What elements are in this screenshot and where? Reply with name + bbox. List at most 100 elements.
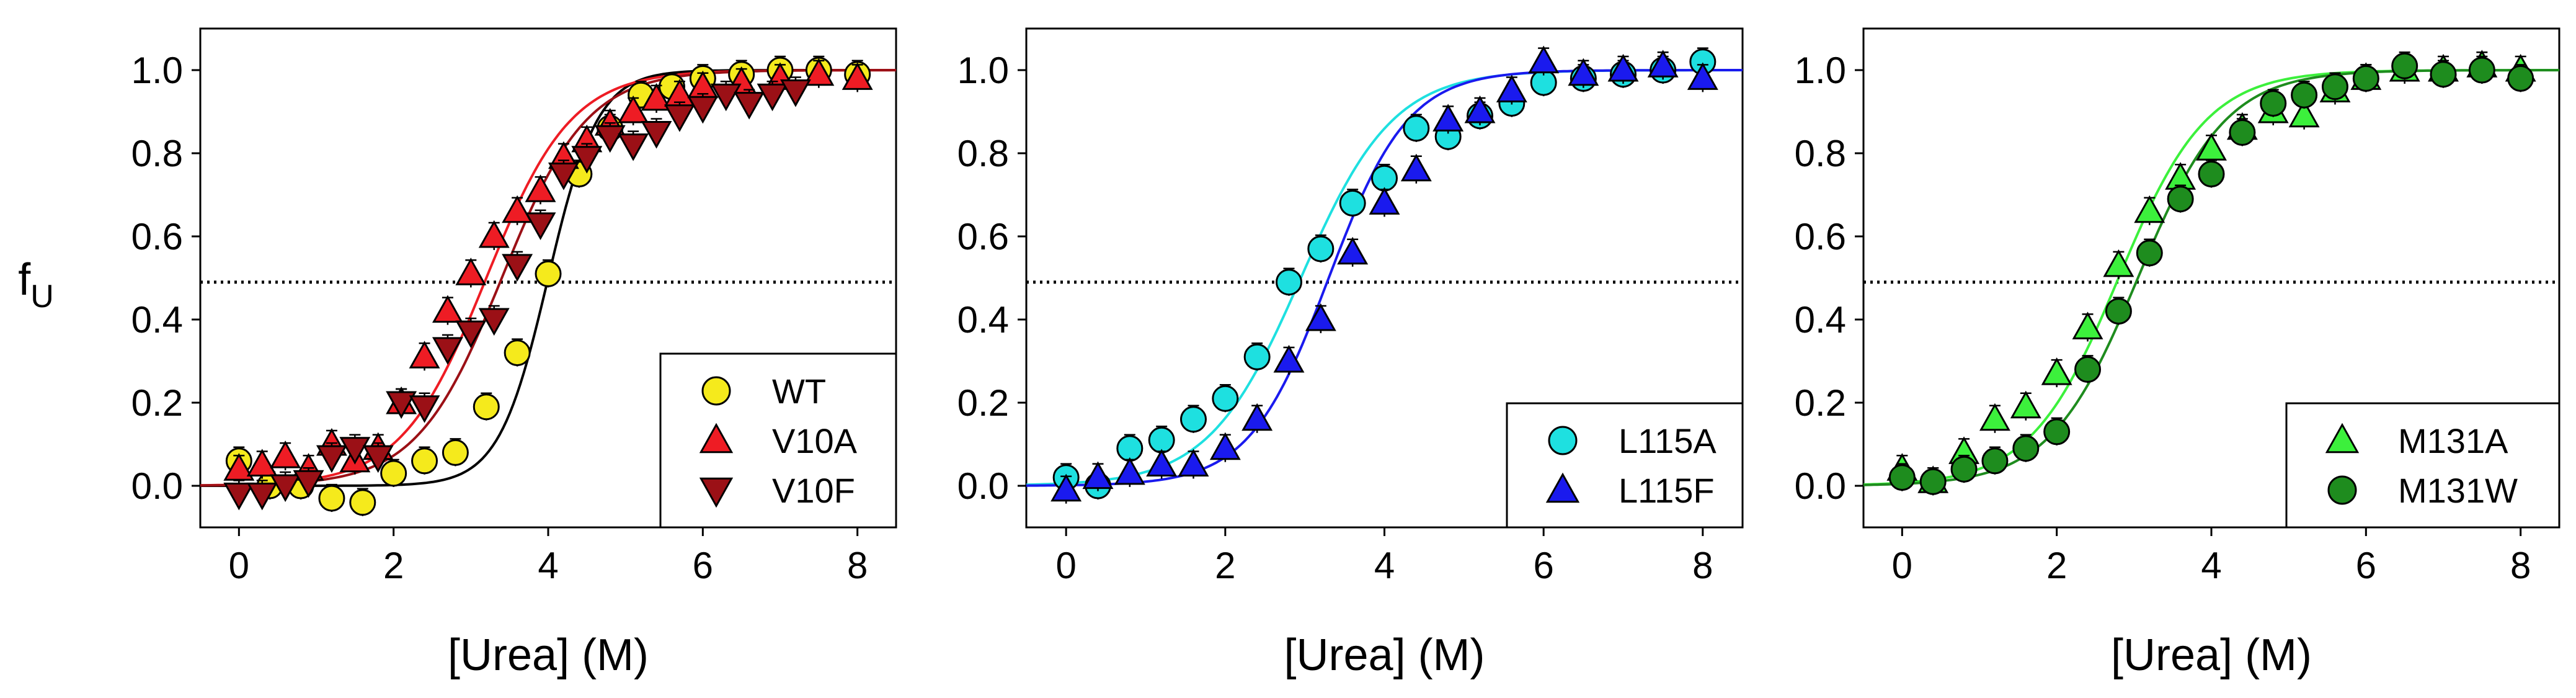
data-point-m131w — [2105, 298, 2132, 325]
data-point-wt — [411, 447, 438, 475]
data-point-wt — [380, 460, 407, 487]
data-point-m131w — [2321, 73, 2348, 101]
x-tick-label: 6 — [693, 545, 713, 586]
data-point-m131w — [2507, 65, 2534, 92]
data-point-v10f — [502, 254, 533, 282]
data-point-l115f — [1273, 344, 1305, 373]
y-tick-label: 0.4 — [1795, 299, 1846, 341]
y-tick-label: 0.6 — [1795, 216, 1846, 257]
y-tick-label: 0.8 — [1795, 133, 1846, 174]
x-axis-title: [Urea] (M) — [1284, 630, 1485, 680]
legend-marker-l115f — [1545, 472, 1580, 503]
y-tick-label: 0.8 — [957, 133, 1009, 174]
data-point-v10f — [525, 212, 556, 240]
data-point-m131a — [2134, 195, 2165, 223]
y-tick-label: 0.0 — [957, 465, 1009, 507]
data-point-m131a — [2010, 390, 2041, 419]
data-point-l115f — [1568, 58, 1599, 86]
data-point-m131a — [2196, 133, 2227, 161]
data-point-l115a — [1371, 164, 1398, 192]
y-tick-label: 0.8 — [131, 133, 183, 174]
legend-marker-l115a — [1548, 426, 1578, 455]
data-point-m131w — [1950, 455, 1978, 483]
x-tick-label: 4 — [538, 545, 558, 586]
x-tick-label: 4 — [2201, 545, 2221, 586]
data-point-m131a — [2288, 99, 2320, 128]
data-point-m131w — [2074, 356, 2102, 383]
y-tick-label: 0.0 — [131, 465, 183, 507]
data-point-l115f — [1607, 53, 1639, 82]
data-point-v10f — [409, 395, 440, 423]
x-tick-label: 8 — [1692, 545, 1713, 586]
data-point-v10a — [246, 449, 278, 477]
data-point-m131w — [2260, 90, 2287, 117]
data-point-v10a — [270, 441, 301, 468]
x-tick-label: 6 — [1533, 545, 1553, 586]
data-point-v10a — [525, 174, 556, 202]
data-point-v10a — [455, 257, 487, 285]
legend-marker-wt — [701, 376, 731, 406]
data-point-m131a — [1979, 403, 2010, 431]
data-point-v10f — [734, 92, 765, 120]
data-point-v10f — [455, 320, 487, 349]
y-tick-label: 0.6 — [957, 216, 1009, 257]
data-point-v10a — [618, 95, 649, 123]
data-point-v10a — [502, 195, 533, 223]
data-point-l115f — [1114, 457, 1145, 485]
data-point-v10f — [293, 470, 324, 498]
data-point-v10f — [316, 445, 347, 473]
data-point-v10a — [478, 220, 510, 248]
data-point-wt — [504, 339, 531, 367]
data-point-l115f — [1400, 153, 1432, 182]
x-tick-label: 2 — [383, 545, 404, 586]
data-point-m131a — [2041, 357, 2072, 385]
data-point-l115f — [1337, 236, 1369, 265]
data-point-l115a — [1339, 189, 1366, 217]
data-point-v10f — [270, 474, 301, 503]
y-tick-label: 0.6 — [131, 216, 183, 257]
data-point-l115f — [1496, 74, 1527, 102]
data-point-v10f — [757, 83, 788, 112]
data-point-v10f — [618, 133, 649, 161]
y-tick-label: 1.0 — [1795, 50, 1846, 91]
legend-box — [2285, 402, 2560, 529]
x-tick-label: 0 — [229, 545, 249, 586]
x-tick-label: 2 — [2046, 545, 2067, 586]
legend-label-m131a: M131A — [2398, 421, 2508, 460]
data-point-m131w — [2136, 239, 2163, 267]
y-tick-label: 0.4 — [957, 299, 1009, 341]
data-point-l115f — [1305, 303, 1336, 331]
y-tick-label: 0.2 — [957, 382, 1009, 424]
legend-label-l115a: L115A — [1619, 421, 1717, 460]
data-point-v10f — [548, 163, 579, 190]
x-tick-label: 8 — [2510, 545, 2531, 586]
data-point-m131w — [1981, 447, 2009, 475]
data-point-wt — [442, 439, 469, 466]
data-point-v10f — [594, 125, 626, 153]
x-tick-label: 2 — [1215, 545, 1235, 586]
y-axis-title-main: f — [18, 255, 31, 305]
x-tick-label: 4 — [1374, 545, 1395, 586]
legend-box — [1506, 402, 1744, 529]
legend-label-l115f: L115F — [1619, 471, 1715, 510]
data-point-l115f — [1432, 104, 1464, 132]
y-tick-label: 0.4 — [131, 299, 183, 341]
data-point-m131w — [2291, 81, 2318, 109]
data-point-wt — [473, 393, 500, 421]
data-point-l115f — [1687, 62, 1718, 90]
data-point-l115f — [1050, 473, 1082, 502]
data-point-v10f — [779, 79, 811, 107]
x-axis-title: [Urea] (M) — [2111, 630, 2312, 680]
data-point-m131a — [2072, 311, 2103, 339]
legend-marker-m131a — [2325, 423, 2360, 454]
data-point-v10a — [641, 83, 672, 111]
data-point-l115a — [1276, 269, 1302, 296]
data-point-l115a — [1403, 115, 1430, 142]
data-point-v10a — [432, 295, 463, 323]
legend-label-v10f: V10F — [772, 471, 855, 510]
data-point-v10f — [223, 482, 255, 511]
data-point-v10f — [478, 308, 510, 336]
legend: M131A M131W — [2285, 402, 2560, 529]
data-point-m131w — [2352, 65, 2379, 92]
